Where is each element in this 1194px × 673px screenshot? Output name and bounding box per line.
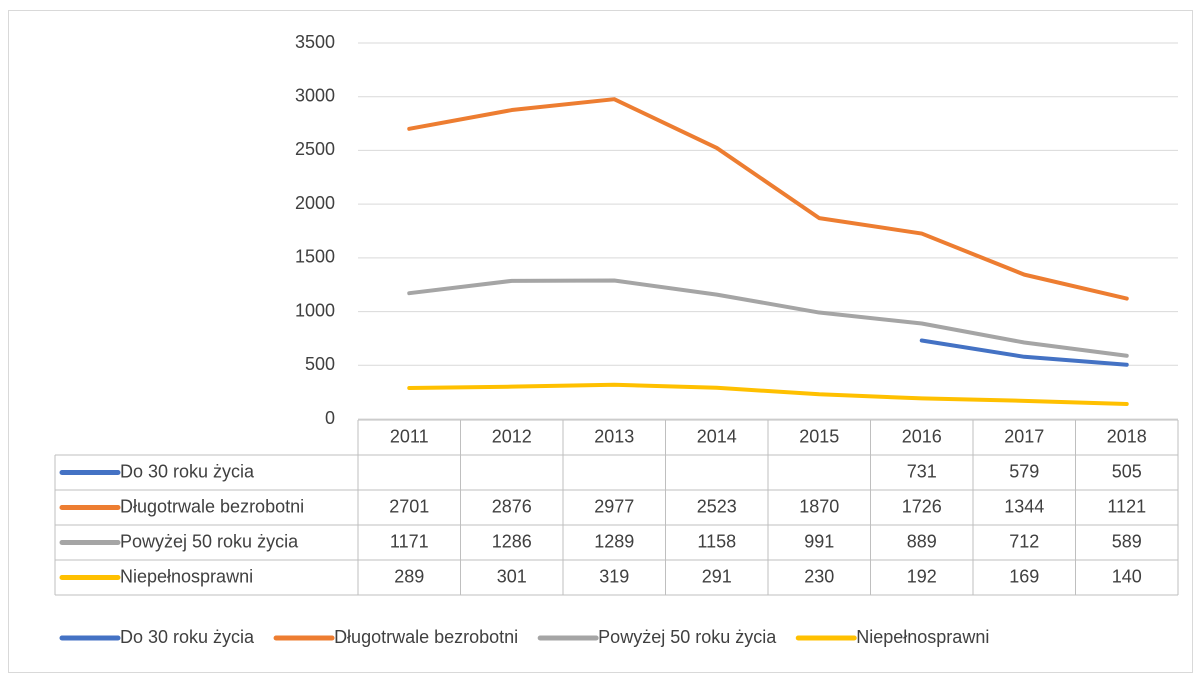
y-tick-label: 2500 (295, 139, 335, 159)
x-tick-label: 2014 (697, 426, 737, 446)
table-value: 579 (1009, 461, 1039, 481)
table-value: 319 (599, 566, 629, 586)
table-value: 1158 (697, 531, 736, 551)
table-value: 1286 (492, 531, 532, 551)
legend-label: Długotrwale bezrobotni (334, 627, 518, 647)
legend-label: Powyżej 50 roku życia (598, 627, 777, 647)
x-tick-label: 2013 (594, 426, 634, 446)
x-tick-label: 2015 (799, 426, 839, 446)
table-value: 991 (804, 531, 834, 551)
table-row-label: Do 30 roku życia (120, 461, 255, 481)
table-row-label: Długotrwale bezrobotni (120, 496, 304, 516)
table-value: 2977 (594, 496, 634, 516)
table-value: 2876 (492, 496, 532, 516)
table-value: 301 (497, 566, 527, 586)
table-value: 289 (394, 566, 424, 586)
series-line (919, 338, 1129, 367)
table-value: 140 (1112, 566, 1142, 586)
x-tick-label: 2017 (1004, 426, 1044, 446)
table-value: 1121 (1107, 496, 1146, 516)
table-value: 1171 (390, 531, 429, 551)
y-tick-label: 0 (325, 408, 335, 428)
table-value: 291 (702, 566, 732, 586)
table-value: 169 (1009, 566, 1039, 586)
table-value: 1870 (799, 496, 839, 516)
table-value: 1344 (1004, 496, 1044, 516)
series-line (407, 382, 1129, 406)
x-tick-label: 2012 (492, 426, 532, 446)
x-tick-label: 2016 (902, 426, 942, 446)
legend-label: Niepełnosprawni (856, 627, 989, 647)
table-value: 2701 (389, 496, 429, 516)
series-line (407, 278, 1129, 358)
series-line (407, 97, 1129, 301)
legend-label: Do 30 roku życia (120, 627, 255, 647)
table-value: 192 (907, 566, 937, 586)
y-tick-label: 3500 (295, 32, 335, 52)
table-value: 731 (907, 461, 937, 481)
x-tick-label: 2018 (1107, 426, 1147, 446)
y-tick-label: 2000 (295, 193, 335, 213)
table-value: 2523 (697, 496, 737, 516)
table-value: 230 (804, 566, 834, 586)
table-value: 712 (1009, 531, 1039, 551)
x-tick-label: 2011 (390, 426, 429, 446)
y-tick-label: 1000 (295, 300, 335, 320)
table-row-label: Niepełnosprawni (120, 566, 253, 586)
y-tick-label: 500 (305, 354, 335, 374)
table-row-label: Powyżej 50 roku życia (120, 531, 299, 551)
y-tick-label: 3000 (295, 85, 335, 105)
table-value: 1726 (902, 496, 942, 516)
table-value: 889 (907, 531, 937, 551)
table-value: 505 (1112, 461, 1142, 481)
table-value: 1289 (594, 531, 634, 551)
y-tick-label: 1500 (295, 247, 335, 267)
table-value: 589 (1112, 531, 1142, 551)
